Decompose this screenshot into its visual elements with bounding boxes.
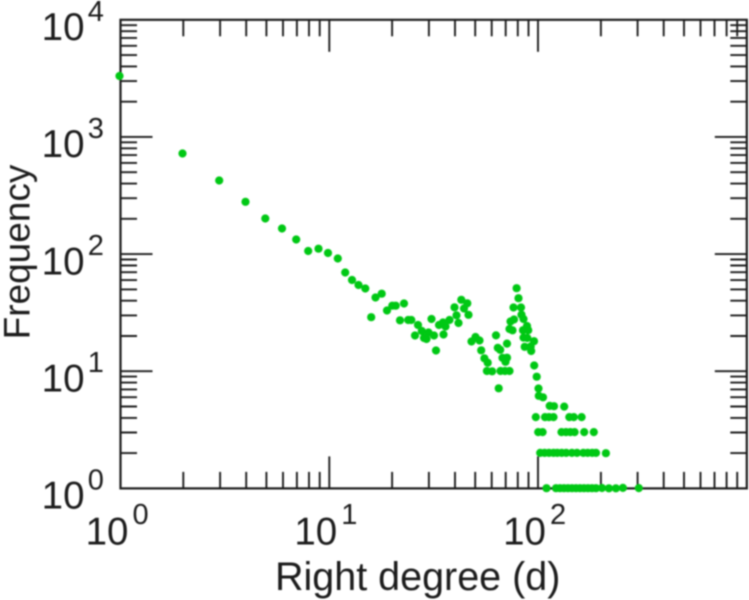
svg-text:10: 10 (294, 511, 337, 554)
svg-text:10: 10 (42, 240, 85, 283)
svg-text:10: 10 (503, 511, 546, 554)
svg-text:4: 4 (88, 0, 104, 28)
svg-text:Frequency: Frequency (0, 164, 38, 339)
svg-text:1: 1 (88, 347, 104, 379)
svg-text:Right degree (d): Right degree (d) (275, 555, 560, 599)
svg-text:10: 10 (86, 511, 129, 554)
svg-text:2: 2 (550, 499, 566, 531)
svg-text:10: 10 (42, 475, 85, 518)
svg-text:1: 1 (341, 499, 357, 531)
svg-text:10: 10 (42, 357, 85, 400)
svg-text:10: 10 (42, 123, 85, 166)
svg-text:10: 10 (42, 6, 85, 49)
svg-text:0: 0 (88, 464, 104, 496)
svg-text:0: 0 (133, 499, 149, 531)
svg-text:3: 3 (88, 113, 104, 145)
svg-text:2: 2 (88, 230, 104, 262)
